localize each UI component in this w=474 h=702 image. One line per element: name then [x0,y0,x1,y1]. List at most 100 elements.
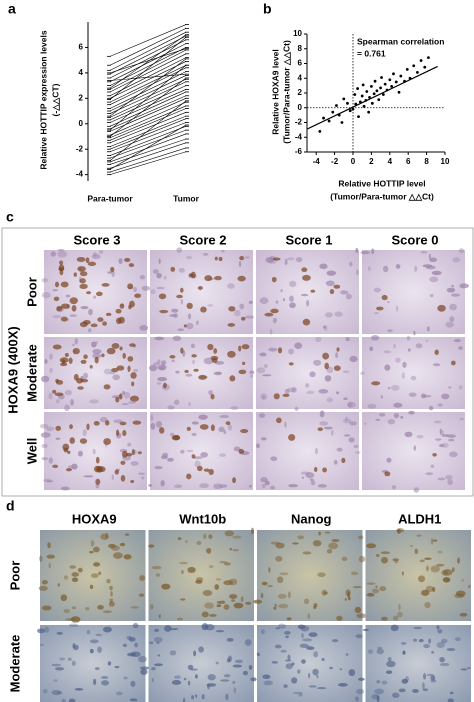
texture [335,391,340,395]
annotation: Spearman correlation [357,36,444,46]
texture [393,344,396,349]
texture [68,698,76,702]
texture [336,615,343,621]
texture [467,666,471,669]
texture [294,406,299,411]
texture [458,385,463,390]
texture [412,689,419,693]
point [405,68,409,71]
stain [183,324,187,328]
texture [49,368,53,374]
stain [188,273,194,277]
texture [376,648,384,655]
texture [139,324,149,331]
x-tick-label: Para-tumor [87,193,133,203]
texture [458,346,463,350]
stain [186,473,192,480]
panel-a: a -4 -2 0 2 4 6 Relative HOTTIP expression leve… [8,1,200,204]
texture [130,680,136,687]
texture [244,256,250,259]
texture [245,601,252,605]
texture [449,303,457,311]
texture [181,569,184,575]
stain [122,352,126,359]
column-header: HOXA9 [72,511,117,526]
texture [387,329,393,333]
texture [356,688,365,695]
texture [429,257,438,263]
stain [129,395,139,402]
stain [83,354,88,360]
texture [332,639,339,643]
stain [200,306,207,313]
texture [92,252,98,257]
stain [169,355,176,359]
point [356,87,359,90]
texture [182,697,186,702]
texture [326,548,333,554]
pair-line [109,85,187,121]
texture [417,575,426,583]
texture [150,289,156,295]
x-tick-label: 8 [424,157,429,166]
texture [150,414,154,422]
texture [408,410,415,415]
texture [323,426,333,430]
stain [125,452,133,457]
pair-line [109,64,187,103]
micrograph [256,412,359,490]
texture [345,653,349,656]
texture [227,283,235,289]
texture [111,474,114,481]
texture [195,320,199,325]
stain [159,427,165,434]
texture [424,601,431,609]
texture [448,386,452,389]
texture [83,475,94,478]
texture [428,405,434,411]
texture [249,370,255,375]
texture [41,580,48,585]
texture [375,554,380,558]
point [361,83,365,87]
texture [414,548,418,555]
x-tick-label: 6 [406,157,411,166]
point [335,104,338,107]
texture [275,542,285,549]
stain [77,266,86,272]
texture [103,368,112,375]
stain [134,293,142,299]
texture [89,584,94,590]
texture [270,541,280,545]
stain [191,454,196,459]
texture [356,613,367,619]
texture [198,646,204,653]
texture [64,389,73,396]
texture [233,602,244,609]
texture [180,449,185,454]
point [353,93,357,96]
texture [410,375,417,381]
texture [282,298,285,302]
texture [90,573,99,578]
texture [64,404,70,412]
texture [90,540,95,547]
texture [151,565,162,570]
micrograph [150,250,253,334]
texture [343,397,348,400]
texture [329,666,333,670]
texture [325,280,335,287]
stain [451,360,456,366]
stain [190,271,196,279]
texture [176,247,183,253]
stain [128,304,132,310]
texture [114,665,120,669]
point [318,129,322,133]
texture [139,666,150,670]
texture [41,278,49,283]
texture [416,534,422,537]
texture [47,542,51,549]
texture [372,588,380,594]
texture [174,399,180,406]
stain [159,309,169,314]
